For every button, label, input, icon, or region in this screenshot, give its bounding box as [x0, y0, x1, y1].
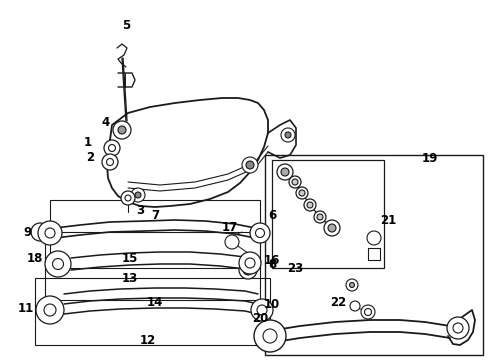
Circle shape [243, 265, 253, 275]
Circle shape [292, 179, 298, 185]
Circle shape [257, 305, 267, 315]
Circle shape [263, 329, 277, 343]
Text: 2: 2 [86, 150, 94, 163]
Circle shape [328, 224, 336, 232]
Circle shape [108, 144, 116, 152]
Circle shape [125, 195, 131, 201]
Circle shape [45, 228, 55, 238]
Text: 16: 16 [264, 253, 280, 266]
Circle shape [121, 191, 135, 205]
Text: 8: 8 [268, 258, 276, 271]
Circle shape [453, 323, 463, 333]
Text: 21: 21 [380, 213, 396, 226]
Text: 6: 6 [268, 208, 276, 221]
Circle shape [239, 261, 257, 279]
Circle shape [324, 220, 340, 236]
Circle shape [277, 164, 293, 180]
Circle shape [254, 320, 286, 352]
Text: 18: 18 [27, 252, 43, 265]
Circle shape [299, 190, 305, 196]
Circle shape [447, 317, 469, 339]
Circle shape [102, 154, 118, 170]
Text: 4: 4 [102, 116, 110, 129]
Text: 9: 9 [23, 225, 31, 239]
Circle shape [304, 199, 316, 211]
Circle shape [350, 301, 360, 311]
Circle shape [307, 202, 313, 208]
Text: 14: 14 [147, 297, 163, 310]
Text: 23: 23 [287, 261, 303, 274]
Circle shape [225, 235, 239, 249]
Circle shape [250, 223, 270, 243]
Circle shape [296, 187, 308, 199]
Text: 13: 13 [122, 271, 138, 284]
Text: 22: 22 [330, 296, 346, 309]
Circle shape [31, 223, 49, 241]
Circle shape [106, 158, 114, 166]
Bar [272, 160, 384, 268]
Circle shape [255, 229, 265, 238]
Circle shape [52, 258, 64, 270]
Text: 11: 11 [18, 302, 34, 315]
Circle shape [45, 251, 71, 277]
Circle shape [314, 211, 326, 223]
Circle shape [44, 304, 56, 316]
Text: 20: 20 [252, 311, 268, 324]
Circle shape [346, 279, 358, 291]
Text: 15: 15 [122, 252, 138, 265]
Bar [50, 200, 260, 268]
Bar [45, 232, 260, 300]
Circle shape [367, 231, 381, 245]
Text: 10: 10 [264, 298, 280, 311]
Bar [35, 278, 270, 345]
Circle shape [113, 121, 131, 139]
Circle shape [239, 252, 261, 274]
Circle shape [349, 283, 354, 288]
Circle shape [289, 176, 301, 188]
Circle shape [104, 140, 120, 156]
Circle shape [245, 258, 255, 268]
Circle shape [317, 214, 323, 220]
Circle shape [36, 296, 64, 324]
Circle shape [118, 126, 126, 134]
Circle shape [131, 188, 145, 202]
Circle shape [251, 299, 273, 321]
Text: 17: 17 [222, 220, 238, 234]
Bar [265, 155, 483, 355]
Circle shape [365, 309, 371, 315]
Text: 1: 1 [84, 135, 92, 149]
Circle shape [242, 157, 258, 173]
Text: 5: 5 [122, 18, 130, 32]
Circle shape [281, 168, 289, 176]
Text: 19: 19 [422, 152, 438, 165]
Circle shape [281, 128, 295, 142]
Circle shape [38, 221, 62, 245]
Text: 12: 12 [140, 333, 156, 346]
Text: 3: 3 [136, 203, 144, 216]
Text: 7: 7 [151, 208, 159, 221]
Circle shape [361, 305, 375, 319]
Circle shape [246, 161, 254, 169]
Circle shape [135, 192, 141, 198]
Circle shape [285, 132, 291, 138]
